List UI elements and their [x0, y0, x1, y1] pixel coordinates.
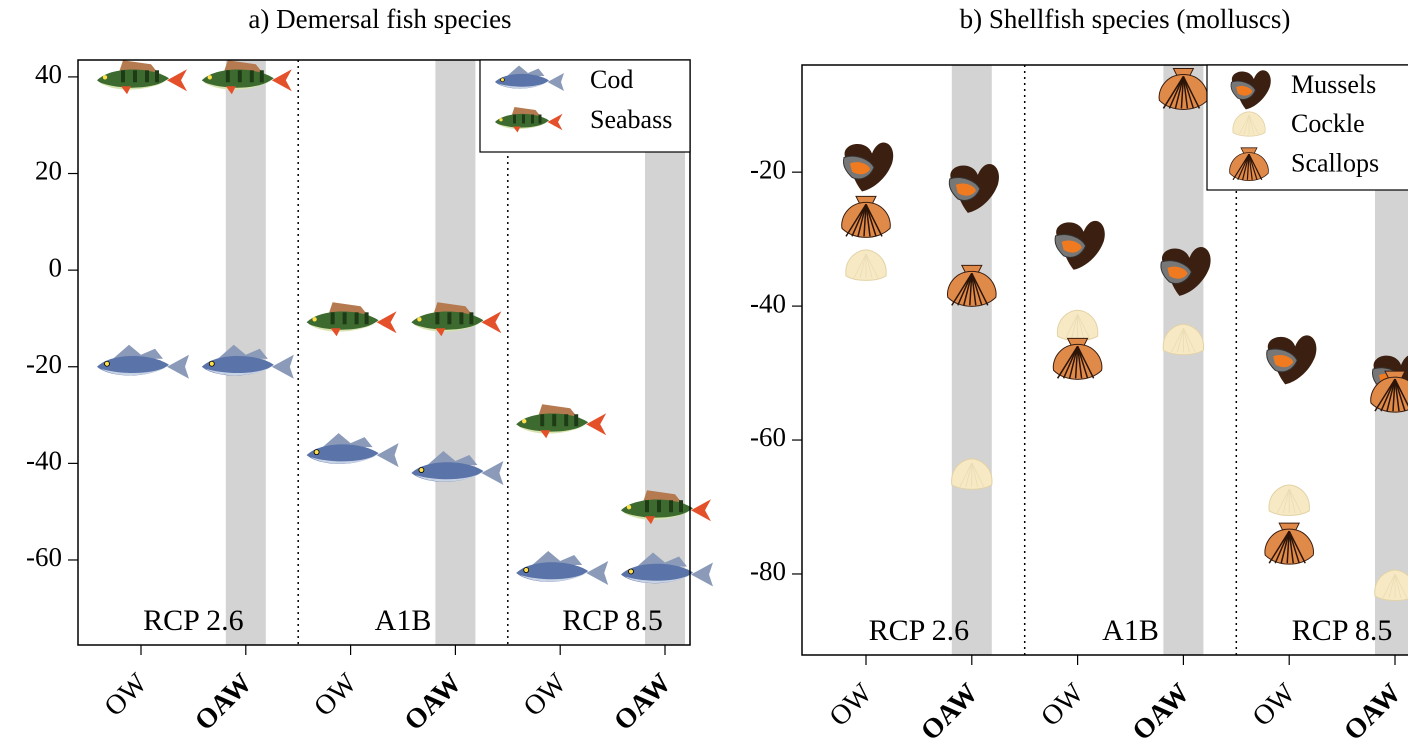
- scenario-label: RCP 2.6: [869, 614, 970, 647]
- legend-label: Cod: [590, 65, 633, 94]
- band: [952, 65, 992, 655]
- x-tick-label: OW: [1247, 677, 1302, 732]
- data-icon: [97, 60, 187, 94]
- y-tick-label: -60: [26, 542, 62, 572]
- scenario-label: RCP 8.5: [1292, 614, 1393, 647]
- data-icon: [846, 250, 886, 281]
- x-tick-label: OW: [1035, 677, 1090, 732]
- data-icon: [1055, 221, 1105, 270]
- data-icon: [516, 551, 608, 585]
- panel: a) Demersal fish species RCP 2.6 A1B RCP 8.…: [26, 4, 713, 737]
- x-tick-label: OAW: [189, 668, 258, 737]
- data-icon: [1267, 335, 1317, 384]
- data-icon: [1053, 338, 1102, 379]
- y-tick-label: 20: [35, 156, 62, 186]
- chart-title: a) Demersal fish species: [248, 4, 511, 34]
- y-tick-label: -20: [26, 349, 62, 379]
- scenario-label: A1B: [1102, 614, 1159, 647]
- x-tick-label: OAW: [915, 678, 984, 747]
- legend-label: Seabass: [590, 105, 672, 134]
- figure: a) Demersal fish species RCP 2.6 A1B RCP 8.…: [0, 0, 1408, 748]
- y-tick-label: -40: [750, 288, 786, 318]
- chart-title: b) Shellfish species (molluscs): [960, 4, 1291, 34]
- data-icon: [842, 196, 891, 237]
- x-tick-label: OAW: [608, 668, 677, 737]
- scenario-label: A1B: [375, 604, 432, 637]
- data-icon: [1265, 523, 1314, 564]
- data-icon: [843, 143, 893, 192]
- x-tick-label: OAW: [1338, 678, 1407, 747]
- legend-label: Mussels: [1291, 70, 1376, 99]
- data-icon: [97, 345, 189, 379]
- scenario-label: RCP 2.6: [143, 604, 244, 637]
- data-icon: [516, 404, 606, 438]
- band: [435, 60, 475, 645]
- x-tick-label: OW: [99, 667, 154, 722]
- x-tick-label: OW: [308, 667, 363, 722]
- y-tick-label: 0: [49, 252, 63, 282]
- x-tick-label: OW: [824, 677, 879, 732]
- legend-label: Scallops: [1291, 148, 1379, 177]
- x-tick-label: OW: [518, 667, 573, 722]
- y-tick-label: -20: [750, 154, 786, 184]
- panel: b) Shellfish species (molluscs) RCP 2.6 A1…: [750, 4, 1408, 747]
- y-tick-label: 40: [35, 59, 62, 89]
- x-tick-label: OAW: [1127, 678, 1196, 747]
- y-tick-label: -40: [26, 446, 62, 476]
- data-icon: [1057, 310, 1097, 341]
- legend-label: Cockle: [1291, 109, 1365, 138]
- y-tick-label: -80: [750, 556, 786, 586]
- x-tick-label: OAW: [399, 668, 468, 737]
- scenario-label: RCP 8.5: [562, 604, 663, 637]
- y-tick-label: -60: [750, 422, 786, 452]
- data-icon: [1269, 485, 1309, 516]
- band: [1163, 65, 1203, 655]
- data-icon: [307, 302, 397, 336]
- data-icon: [307, 433, 399, 467]
